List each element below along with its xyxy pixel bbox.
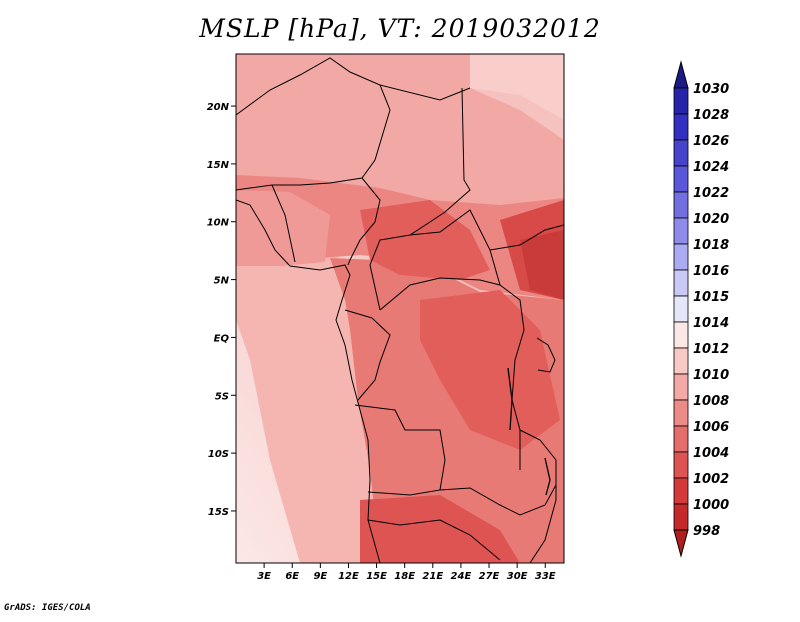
lon-tick-label: 3E <box>257 571 271 582</box>
lat-tick-label: 15S <box>208 507 229 518</box>
atlantic-coastline <box>236 199 381 563</box>
lon-tick-label: 12E <box>338 571 359 582</box>
lat-tick-label: 5N <box>214 276 230 287</box>
colorbar-segment <box>673 269 689 297</box>
lat-tick-label: 5S <box>215 391 229 402</box>
deep-low-core <box>520 230 564 300</box>
colorbar-label: 1018 <box>693 238 729 253</box>
lake-tanganyika <box>507 367 513 431</box>
colorbar-segment <box>673 503 689 531</box>
colorbar-segment <box>673 295 689 323</box>
libya-border <box>379 84 471 101</box>
lon-tick-label: 33E <box>535 571 556 582</box>
east-low-core <box>420 290 560 450</box>
colorbar-label: 1016 <box>693 264 729 279</box>
colorbar-segment <box>673 139 689 167</box>
colorbar-label: 1015 <box>693 290 729 305</box>
colorbar-top-arrow <box>673 60 689 89</box>
colorbar-label: 1028 <box>693 108 729 123</box>
lat-tick-label: 20N <box>207 102 230 113</box>
colorbar-segment <box>673 243 689 271</box>
lat-tick-label: 10S <box>208 449 229 460</box>
zambia-border <box>439 484 557 516</box>
lon-tick-label: 21E <box>422 571 443 582</box>
congo-border <box>344 309 391 401</box>
colorbar-label: 1022 <box>693 186 729 201</box>
north-pressure-zone <box>236 54 564 210</box>
lon-tick-label: 30E <box>507 571 528 582</box>
west-africa-pressure-zone <box>236 190 330 266</box>
angola-border <box>354 404 446 496</box>
colorbar-segment <box>673 451 689 479</box>
colorbar-segment <box>673 217 689 245</box>
namibia-botswana-border <box>367 519 501 561</box>
colorbar-label: 1004 <box>693 446 729 461</box>
colorbar-segment <box>673 321 689 349</box>
southeast-pressure-zone <box>440 470 564 563</box>
colorbar-label: 1008 <box>693 394 729 409</box>
colorbar-label: 1002 <box>693 472 729 487</box>
colorbar-segment <box>673 477 689 505</box>
chart-title: MSLP [hPa], VT: 2019032012 <box>199 14 601 43</box>
lat-tick-label: EQ <box>214 333 230 344</box>
colorbar-segment <box>673 425 689 453</box>
northwest-borders <box>236 57 391 191</box>
colorbar-label: 1006 <box>693 420 729 435</box>
colorbar-segment <box>673 373 689 401</box>
southern-low-core <box>360 495 520 563</box>
colorbar-segment <box>673 113 689 141</box>
coastal-pressure-zone <box>236 200 380 563</box>
lat-tick-label: 15N <box>207 160 230 171</box>
colorbar-label: 998 <box>693 524 720 539</box>
colorbar-label: 1000 <box>693 498 729 513</box>
country-borders <box>236 57 564 563</box>
colorbar-label: 1030 <box>693 82 729 97</box>
colorbar: 1030 1028 1026 1024 1022 1020 1018 1016 1015 1014… <box>673 60 729 558</box>
colorbar-label: 1024 <box>693 160 729 175</box>
lon-tick-label: 27E <box>479 571 500 582</box>
colorbar-label: 1012 <box>693 342 729 357</box>
chad-sudan-border <box>369 87 471 311</box>
grads-credit: GrADS: IGES/COLA <box>4 603 91 613</box>
colorbar-segment <box>673 399 689 427</box>
colorbar-label: 1020 <box>693 212 729 227</box>
colorbar-bottom-arrow <box>673 529 689 558</box>
pressure-field <box>236 54 564 563</box>
longitude-axis: 3E 6E 9E 12E 15E 18E 21E 24E 27E 30E 33E <box>257 563 556 582</box>
west-africa-internal-border <box>271 184 296 263</box>
mozambique-border <box>519 429 557 563</box>
lon-tick-label: 9E <box>313 571 327 582</box>
colorbar-segment <box>673 347 689 375</box>
colorbar-segment <box>673 87 689 115</box>
central-low-core <box>360 200 490 280</box>
lake-victoria <box>536 337 556 373</box>
colorbar-segment <box>673 165 689 193</box>
nigeria-chad-border <box>347 177 381 266</box>
lon-tick-label: 18E <box>394 571 415 582</box>
lon-tick-label: 15E <box>366 571 387 582</box>
lon-tick-label: 6E <box>285 571 299 582</box>
northeast-pressure-zone <box>470 54 564 120</box>
lon-tick-label: 24E <box>451 571 472 582</box>
lat-tick-label: 10N <box>207 218 230 229</box>
colorbar-label: 1026 <box>693 134 729 149</box>
colorbar-label: 1010 <box>693 368 729 383</box>
south-sudan-border <box>489 224 564 251</box>
colorbar-segment <box>673 191 689 219</box>
latitude-axis: 20N 15N 10N 5N EQ 5S 10S 15S <box>207 102 236 518</box>
lake-malawi <box>544 457 551 496</box>
colorbar-label: 1014 <box>693 316 729 331</box>
map-frame <box>235 53 565 564</box>
